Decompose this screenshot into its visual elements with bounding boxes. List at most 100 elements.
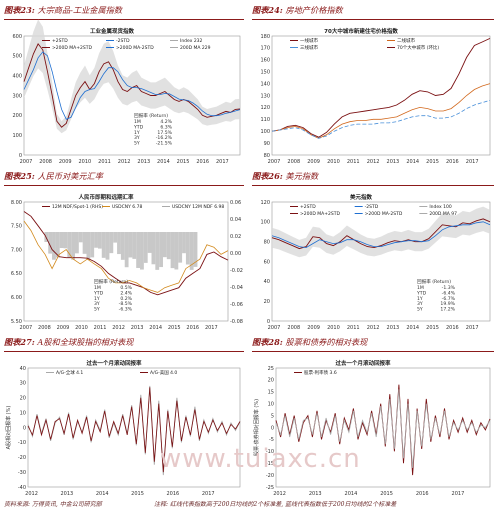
y-tick-label: 0 (23, 425, 26, 431)
chart-title: 70大中城市新建住宅价格指数 (324, 27, 398, 35)
panel-fx: 图表25: 人民币对美元汇率 人民币即期和远期汇率 5.50 6.00 6.50 7.0… (4, 170, 244, 332)
y-tick-label: -20 (18, 455, 26, 461)
x-tick-label: 2015 (131, 491, 144, 497)
y-tick-label: 0 (271, 425, 274, 431)
chart-housing: 70大中城市新建住宅价格指数 80 90 100 110 120 130 140 150 160 1… (252, 22, 494, 167)
stats-period: 1M (134, 119, 141, 125)
stats-period: 5Y (94, 307, 100, 313)
panel-dxy: 图表26: 美元指数 美元指数 0 20 40 60 80 100 120 2007 2008 20… (252, 170, 494, 332)
stats-value: -16.2% (156, 135, 173, 141)
rhs-bar (82, 232, 87, 254)
legend-label: 70个大中城市 (环比) (397, 44, 439, 51)
legend-label: +2STD (52, 38, 68, 44)
series-line-1 (271, 221, 491, 249)
x-tick-label: 2014 (149, 325, 162, 331)
stats-value: -21.5% (156, 141, 173, 147)
y-tick-label: -25 (266, 485, 274, 491)
y2-tick-label: 0.06 (230, 200, 241, 206)
chart-title: 过去一个月滚动回报率 (335, 359, 391, 367)
stats-title: 回报率 (Return) (134, 112, 168, 119)
rhs-bar (182, 232, 186, 254)
stats-value: 0.5% (120, 285, 132, 291)
stats-period: 3Y (134, 135, 140, 141)
legend-label: -2STD (116, 38, 130, 44)
y-tick-label: -20 (266, 473, 274, 479)
y-tick-label: 110 (260, 117, 270, 123)
x-tick-label: 2014 (345, 491, 358, 497)
rhs-bar (174, 232, 179, 270)
y2-tick-label: -0.02 (230, 268, 243, 274)
chart-title: 工业金属现货指数 (90, 27, 135, 35)
y2-tick-label: -0.04 (230, 285, 243, 291)
panel-title: 人民币对美元汇率 (37, 171, 103, 181)
legend-label: 一线城市 (300, 37, 318, 44)
y-tick-label: 120 (260, 105, 270, 111)
panel-label: 图表23: (4, 5, 35, 15)
chart-a-vs-global: 过去一个月滚动回报率 -40 -30 -20 -10 0 10 20 30 40 2012 2013 2… (4, 354, 244, 499)
y-tick-label: 140 (260, 81, 270, 87)
legend-label: 12M NDF/Spot-1 (RHS) (52, 204, 103, 210)
x-tick-label: 2016 (186, 325, 199, 331)
x-tick-label: 2013 (387, 325, 400, 331)
chart-title: 人民币即期和远期汇率 (78, 193, 134, 201)
panel-label: 图表24: (252, 5, 283, 15)
y-axis-label: 股票-债券相对回报率 (%) (253, 399, 260, 456)
rhs-bar (162, 232, 167, 258)
rhs-bar (94, 232, 98, 248)
panel-commodity: 图表23: 大宗商品-工业金属指数 工业金属现货指数 0 100 200 300 400 5… (4, 4, 244, 166)
y-tick-label: 40 (20, 366, 26, 372)
x-tick-label: 2016 (196, 159, 209, 165)
x-tick-label: 2013 (131, 325, 144, 331)
series-line-1 (275, 389, 491, 469)
y-tick-label: 180 (260, 34, 270, 40)
x-tick-label: 2007 (268, 325, 281, 331)
y-tick-label: 20 (264, 299, 270, 305)
y2-tick-label: -0.06 (230, 302, 243, 308)
x-tick-label: 2013 (137, 159, 150, 165)
x-tick-label: 2015 (380, 491, 393, 497)
x-tick-label: 2015 (177, 159, 190, 165)
stats-value: -8.5% (119, 301, 133, 307)
rhs-bar (151, 232, 156, 265)
rhs-bar (170, 232, 175, 269)
panel-label: 图表26: (252, 171, 283, 181)
x-tick-label: 2016 (166, 491, 179, 497)
y2-tick-label: 0.04 (230, 217, 241, 223)
stats-period: YTD (416, 290, 427, 296)
y-tick-label: 30 (20, 381, 26, 387)
y-tick-label: 8.00 (11, 200, 22, 206)
footer-note: 注释: 红线代表指数高于200日均线的2个标准差, 蓝线代表指数低于200日均线… (154, 501, 397, 508)
plot-frame (23, 201, 229, 322)
y-tick-label: 6.00 (11, 295, 22, 301)
rhs-bar (128, 232, 133, 258)
x-tick-label: 2015 (426, 325, 439, 331)
rhs-bar (90, 232, 95, 258)
stats-period: 1Y (134, 130, 140, 136)
x-tick-label: 2010 (75, 325, 88, 331)
y-tick-label: 20 (20, 396, 26, 402)
x-tick-label: 2015 (426, 159, 439, 165)
x-tick-label: 2009 (59, 159, 72, 165)
rhs-bar (75, 232, 79, 254)
watermark: www.tuiaxc.cn (160, 444, 361, 474)
y-tick-label: 160 (260, 58, 270, 64)
panel-title: A股和全球股指的相对表现 (37, 337, 134, 347)
x-tick-label: 2010 (327, 159, 340, 165)
legend-label: 200D MA 97 (429, 211, 457, 217)
stats-period: 1Y (417, 296, 423, 302)
std-band (272, 206, 490, 258)
x-tick-label: 2008 (287, 325, 300, 331)
y-tick-label: -10 (18, 440, 26, 446)
stats-period: 5Y (417, 307, 423, 313)
y-tick-label: 0 (267, 319, 270, 325)
legend-label: +2STD (300, 204, 316, 210)
y-tick-label: 300 (12, 93, 22, 99)
chart-title: 美元指数 (350, 193, 373, 201)
y-tick-label: 120 (260, 200, 270, 206)
x-tick-label: 2009 (57, 325, 70, 331)
x-tick-label: 2009 (307, 325, 320, 331)
x-tick-label: 2014 (406, 159, 419, 165)
y-tick-label: 90 (264, 141, 270, 147)
panel-label: 图表28: (252, 337, 283, 347)
std-band (24, 19, 240, 134)
